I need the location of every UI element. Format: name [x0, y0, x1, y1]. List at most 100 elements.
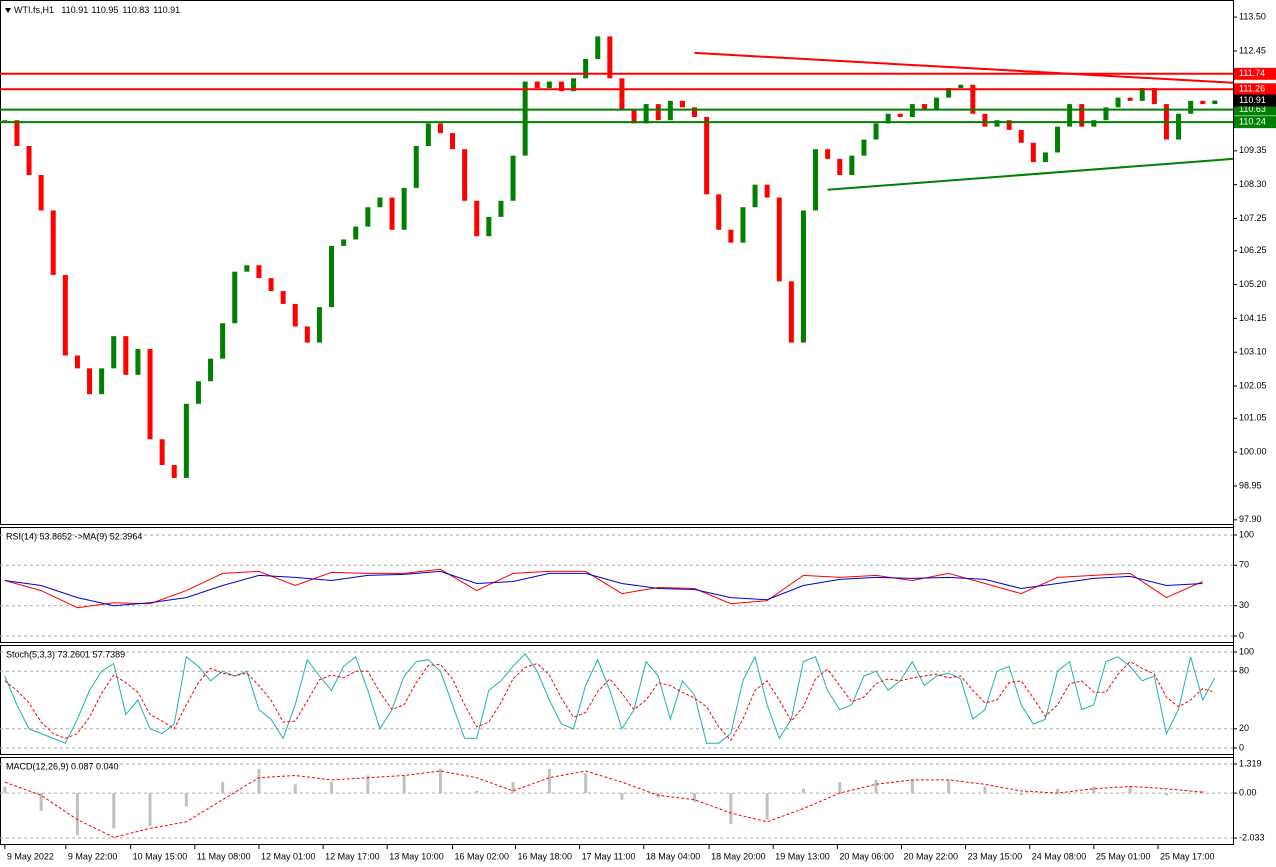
candle: [679, 100, 685, 108]
y-tick-label: 108.30: [1239, 179, 1267, 189]
histogram-bar: [39, 793, 43, 811]
histogram-bar: [330, 782, 334, 794]
candle: [62, 274, 68, 356]
x-tick-label: 18 May 20:00: [711, 851, 766, 861]
histogram-bar: [1201, 791, 1205, 794]
x-tick-label: 12 May 01:00: [261, 851, 316, 861]
y-tick-label: 105.20: [1239, 279, 1267, 289]
y-tick-label: 98.95: [1239, 480, 1262, 490]
histogram-bar: [1092, 786, 1096, 794]
x-tick-label: 25 May 17:00: [1160, 851, 1215, 861]
candle: [87, 368, 93, 395]
candle: [1151, 87, 1157, 105]
histogram-bar: [1019, 793, 1023, 796]
candle: [994, 120, 1000, 127]
candle: [413, 145, 419, 188]
candle: [2, 120, 8, 122]
candle: [389, 197, 395, 230]
histogram-bar: [983, 786, 987, 794]
level-tag: [1234, 103, 1276, 116]
candle: [704, 116, 710, 195]
histogram-bar: [838, 782, 842, 794]
last-price-tag: [1234, 94, 1276, 107]
candle: [861, 139, 867, 156]
x-tick-label: 20 May 22:00: [903, 851, 958, 861]
histogram-bar: [148, 793, 152, 827]
candle: [486, 216, 492, 237]
candle: [1079, 104, 1085, 127]
candle: [1006, 120, 1012, 130]
indicator-line: [4, 570, 1203, 607]
histogram-bar: [75, 793, 79, 836]
ohlc-value: 110.95: [92, 5, 119, 15]
candle: [1212, 100, 1218, 105]
candle: [377, 197, 383, 208]
candle: [353, 226, 359, 240]
candle: [425, 123, 431, 146]
histogram-bar: [366, 775, 370, 794]
level-label: 110.24: [1239, 117, 1266, 127]
y-tick-label: 70: [1239, 560, 1249, 570]
candle: [1067, 104, 1073, 127]
histogram-bar: [1056, 788, 1060, 794]
indicator-line: [4, 660, 1215, 742]
indicator-line: [4, 568, 1203, 609]
candle: [510, 155, 516, 201]
x-tick-label: 16 May 18:00: [517, 851, 572, 861]
candle: [1176, 113, 1182, 140]
candle: [450, 133, 456, 150]
histogram-bar: [3, 786, 7, 794]
candle: [522, 81, 528, 156]
y-tick-label: 1.319: [1239, 758, 1262, 768]
level-tag: [1234, 116, 1276, 129]
y-tick-label: 109.35: [1239, 145, 1267, 155]
candle: [825, 149, 831, 159]
histogram-bar: [112, 793, 116, 829]
candle: [135, 349, 141, 375]
candle: [1030, 142, 1036, 163]
candle: [1200, 100, 1206, 105]
candle: [595, 36, 601, 59]
level-tag: [1234, 83, 1276, 96]
menu-arrow[interactable]: [5, 8, 11, 13]
histogram-bar: [874, 779, 878, 794]
candle: [921, 104, 927, 111]
histogram-bar: [438, 768, 442, 794]
y-tick-label: -2.033: [1239, 832, 1265, 842]
histogram-bar: [1128, 786, 1132, 794]
x-tick-label: 18 May 04:00: [646, 851, 701, 861]
y-tick-label: 107.25: [1239, 213, 1267, 223]
candle: [558, 81, 564, 92]
y-tick-label: 113.50: [1239, 11, 1266, 21]
histogram-bar: [257, 768, 261, 794]
trend-line: [694, 51, 1234, 84]
y-tick-label: 0.00: [1239, 787, 1257, 797]
candle: [50, 210, 56, 275]
candle: [1042, 152, 1048, 163]
candle: [885, 113, 891, 124]
x-tick-label: 13 May 10:00: [389, 851, 444, 861]
candle: [619, 78, 625, 111]
histogram-bar: [293, 784, 297, 794]
histogram-bar: [184, 793, 188, 807]
candle: [1115, 97, 1121, 108]
candle: [970, 84, 976, 114]
candle: [1055, 126, 1061, 153]
y-tick-label: 102.05: [1239, 380, 1267, 390]
y-tick-label: 100.00: [1239, 447, 1267, 457]
candle: [232, 271, 238, 324]
candle: [534, 81, 540, 88]
candle: [123, 336, 129, 375]
candle: [776, 197, 782, 282]
ohlc-value: 110.91: [61, 5, 88, 15]
y-tick-label: 0: [1239, 630, 1244, 640]
candle: [571, 78, 577, 92]
level-label: 111.26: [1239, 84, 1265, 94]
candle: [849, 155, 855, 175]
candle: [280, 291, 286, 304]
candle: [498, 200, 504, 217]
candle: [341, 239, 347, 246]
x-tick-label: 19 May 13:00: [775, 851, 830, 861]
candle: [462, 149, 468, 201]
candle: [329, 245, 335, 308]
